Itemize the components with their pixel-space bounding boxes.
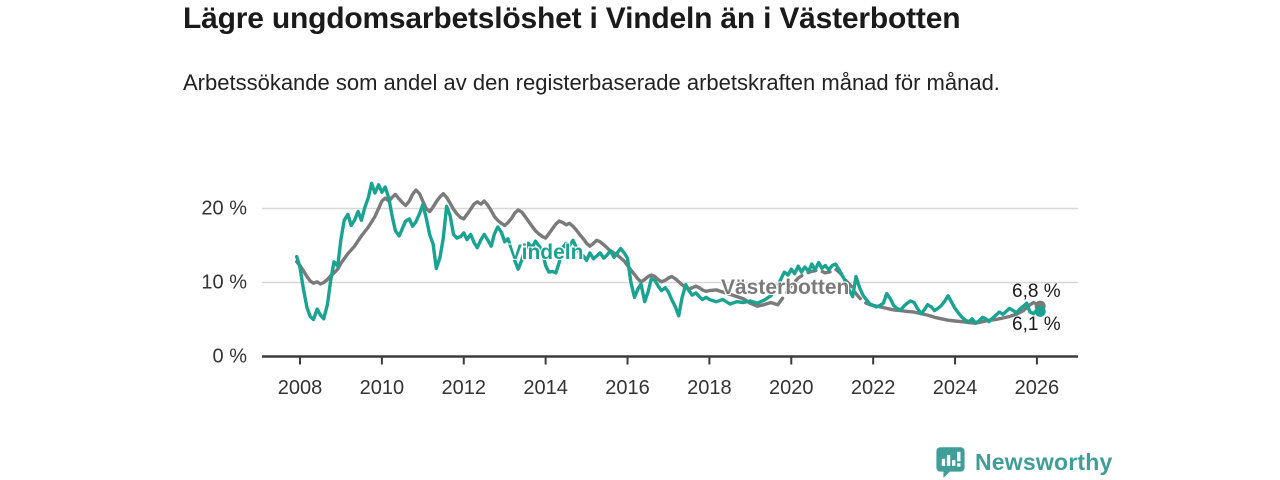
x-tick-label: 2018	[687, 377, 732, 399]
x-tick-label: 2014	[523, 377, 568, 399]
series-label-vindeln: Vindeln	[508, 241, 584, 264]
line-vindeln	[295, 181, 1042, 325]
end-value-label-vasterbotten: 6,8 %	[1012, 281, 1061, 302]
page-title: Lägre ungdomsarbetslöshet i Vindeln än i…	[183, 2, 961, 35]
series-label-vasterbotten: Västerbotten	[721, 276, 850, 299]
x-tick-label: 2012	[441, 377, 487, 399]
line-vasterbotten-dashed	[776, 267, 875, 308]
x-tick-label: 2010	[359, 377, 405, 399]
chart-subtitle: Arbetssökande som andel av den registerb…	[183, 70, 1000, 95]
end-value-label-vindeln: 6,1 %	[1012, 314, 1061, 335]
end-dot-vindeln	[1034, 305, 1046, 317]
x-tick-label: 2008	[277, 377, 323, 399]
line-vasterbotten	[295, 188, 780, 308]
x-tick-label: 2026	[1014, 377, 1060, 399]
x-tick-label: 2024	[932, 377, 978, 399]
y-tick-label: 0 %	[212, 345, 247, 367]
logo-text: Newsworthy	[975, 448, 1113, 475]
y-tick-label: 20 %	[201, 197, 247, 219]
x-tick-label: 2020	[769, 377, 814, 399]
bar-chart-speech-bubble-icon	[936, 447, 965, 478]
x-tick-label: 2022	[850, 377, 896, 399]
x-tick-label: 2016	[605, 377, 650, 399]
y-tick-label: 10 %	[201, 271, 247, 293]
newsworthy-logo: Newsworthy	[935, 446, 1112, 478]
